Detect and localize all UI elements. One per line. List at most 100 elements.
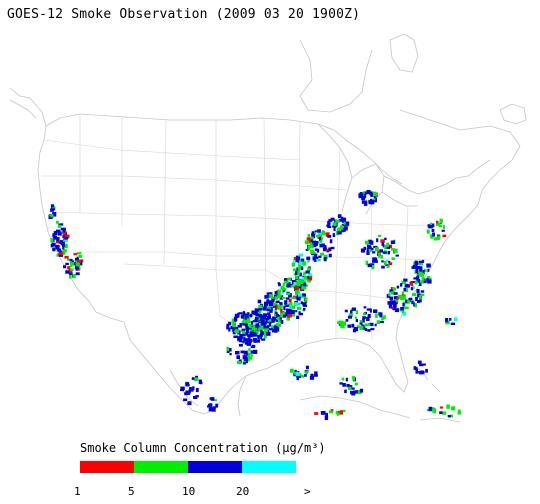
- smoke-pixel: [419, 266, 423, 270]
- smoke-pixel: [324, 257, 327, 262]
- smoke-pixel: [307, 245, 311, 248]
- smoke-pixel: [317, 229, 321, 233]
- smoke-pixel: [274, 291, 278, 295]
- smoke-pixel: [246, 342, 252, 346]
- smoke-pixel: [365, 260, 368, 266]
- smoke-pixel: [69, 272, 73, 276]
- smoke-pixel: [250, 329, 253, 332]
- smoke-pixel: [416, 266, 420, 270]
- smoke-pixel: [333, 226, 336, 232]
- smoke-pixel: [280, 320, 284, 324]
- smoke-pixel: [254, 324, 260, 330]
- smoke-pixel: [392, 287, 397, 291]
- smoke-pixel: [358, 194, 364, 199]
- smoke-pixel: [56, 239, 60, 244]
- smoke-pixel: [239, 334, 244, 337]
- smoke-pixel: [338, 219, 342, 222]
- smoke-pixel: [453, 317, 458, 322]
- smoke-pixel: [337, 231, 342, 235]
- smoke-pixel: [235, 335, 239, 338]
- smoke-pixel: [263, 331, 268, 335]
- smoke-pixel: [245, 326, 249, 331]
- smoke-pixel: [355, 310, 359, 315]
- smoke-pixel: [264, 318, 268, 321]
- smoke-pixel: [293, 268, 297, 272]
- smoke-pixel: [232, 328, 235, 332]
- smoke-pixel: [301, 285, 306, 290]
- smoke-pixel: [372, 251, 376, 254]
- smoke-pixel: [62, 245, 65, 250]
- smoke-pixel: [55, 246, 60, 250]
- smoke-pixel: [313, 230, 316, 235]
- smoke-pixel: [293, 284, 296, 289]
- smoke-pixel: [366, 316, 370, 320]
- smoke-pixel: [258, 304, 263, 308]
- smoke-pixel: [74, 260, 77, 263]
- smoke-pixel: [56, 237, 59, 242]
- smoke-pixel: [252, 320, 257, 323]
- smoke-pixel: [344, 226, 348, 231]
- smoke-pixel: [402, 311, 406, 316]
- smoke-pixel: [280, 305, 283, 309]
- smoke-pixel: [425, 368, 428, 373]
- smoke-pixel: [337, 214, 342, 219]
- smoke-pixel: [325, 248, 329, 252]
- smoke-pixel: [279, 302, 283, 305]
- smoke-pixel: [296, 377, 299, 381]
- smoke-pixel: [405, 284, 410, 288]
- smoke-pixel: [446, 404, 450, 409]
- smoke-pixel: [307, 260, 310, 263]
- smoke-pixel: [75, 264, 79, 269]
- smoke-pixel: [315, 234, 319, 238]
- smoke-pixel: [411, 285, 414, 290]
- smoke-pixel: [296, 255, 299, 259]
- smoke-pixel: [213, 406, 216, 409]
- smoke-pixel: [341, 409, 346, 413]
- smoke-pixel: [418, 282, 422, 286]
- smoke-pixel: [381, 242, 385, 246]
- smoke-pixel: [340, 216, 344, 220]
- smoke-pixel: [257, 310, 262, 314]
- smoke-pixel: [351, 387, 355, 390]
- smoke-pixel: [400, 297, 405, 301]
- smoke-pixel: [75, 272, 80, 276]
- smoke-pixel: [418, 270, 421, 274]
- smoke-pixel: [287, 308, 291, 314]
- smoke-pixel: [384, 245, 388, 249]
- smoke-pixel: [281, 285, 285, 290]
- smoke-pixel: [274, 314, 277, 317]
- smoke-pixel: [363, 312, 366, 316]
- smoke-pixel: [260, 331, 264, 336]
- smoke-pixel: [313, 374, 318, 377]
- smoke-pixel: [419, 260, 423, 265]
- smoke-pixel: [241, 314, 245, 319]
- smoke-pixel: [272, 318, 276, 322]
- smoke-pixel: [373, 245, 378, 248]
- smoke-pixel: [262, 306, 267, 311]
- smoke-pixel: [303, 282, 307, 287]
- smoke-pixel: [245, 360, 248, 364]
- smoke-pixel: [282, 314, 286, 318]
- smoke-pixel: [296, 315, 300, 319]
- smoke-pixel: [284, 280, 289, 284]
- smoke-pixel: [208, 407, 213, 412]
- smoke-pixel: [370, 192, 375, 197]
- smoke-pixel: [296, 297, 301, 301]
- smoke-pixel: [431, 407, 435, 410]
- smoke-pixel: [259, 333, 263, 337]
- smoke-pixel: [195, 395, 199, 398]
- smoke-pixel: [428, 225, 433, 229]
- smoke-pixel: [210, 397, 215, 401]
- smoke-pixel: [409, 297, 413, 300]
- smoke-pixel: [318, 231, 322, 236]
- smoke-pixel: [375, 260, 378, 263]
- smoke-pixel: [79, 260, 83, 265]
- smoke-pixel: [435, 223, 440, 226]
- smoke-pixel: [267, 312, 270, 316]
- smoke-pixel: [305, 270, 310, 274]
- smoke-pixel: [306, 237, 311, 240]
- smoke-pixel: [268, 328, 273, 331]
- smoke-pixel: [396, 297, 399, 300]
- smoke-pixel: [264, 321, 267, 325]
- smoke-pixel: [314, 230, 317, 233]
